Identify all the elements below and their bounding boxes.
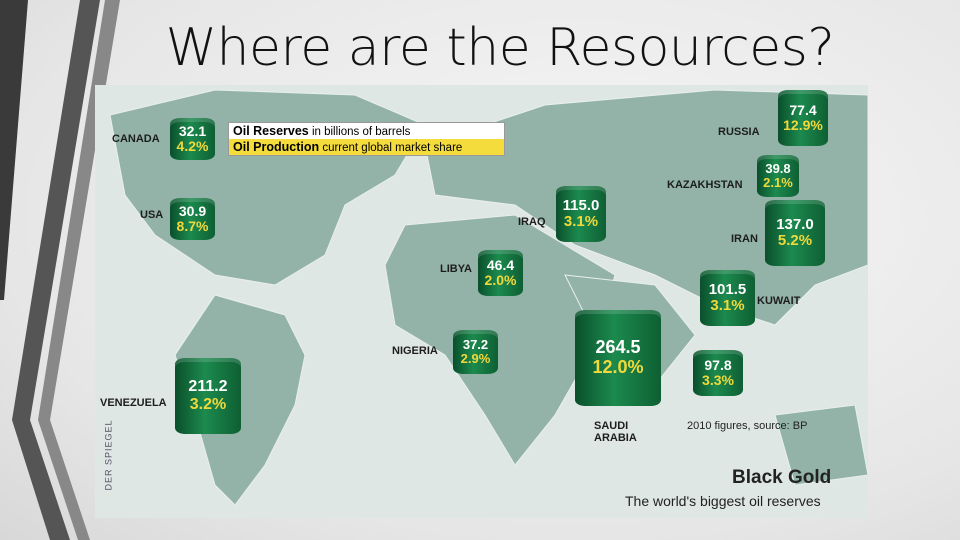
- legend-row: Oil Production current global market sha…: [229, 139, 504, 155]
- legend-note: in billions of barrels: [311, 126, 411, 138]
- reserves: 211.2: [188, 378, 228, 396]
- production: 2.9%: [460, 351, 491, 366]
- land: [384, 214, 616, 466]
- production: 4.2%: [176, 138, 209, 154]
- barrel: 46.4 2.0%: [478, 250, 523, 296]
- barrel: 32.1 4.2%: [170, 118, 215, 160]
- reserves: 77.4: [789, 101, 817, 118]
- country-name: IRAQ: [518, 216, 546, 228]
- land: [424, 89, 868, 326]
- country-name: IRAN: [731, 233, 758, 245]
- country-name: USA: [140, 209, 164, 221]
- reserves: 39.8: [765, 160, 791, 176]
- country-name: VENEZUELA: [100, 397, 167, 409]
- reserves: 37.2: [462, 336, 489, 352]
- reserves: 32.1: [178, 122, 207, 139]
- production: 3.1%: [563, 213, 599, 230]
- slide-title: Where are the Resources?: [165, 18, 835, 78]
- map-subheading: The world's biggest oil reserves: [625, 493, 821, 509]
- barrel: 37.2 2.9%: [453, 330, 498, 374]
- reserves: 137.0: [776, 215, 814, 233]
- barrel: 264.5 12.0%: [575, 310, 661, 406]
- barrel: 39.8 2.1%: [757, 155, 799, 197]
- country-name: KUWAIT: [757, 295, 801, 307]
- reserves: 115.0: [562, 196, 600, 214]
- country-name: NIGERIA: [392, 345, 438, 357]
- credit: DER SPIEGEL: [103, 419, 114, 491]
- legend-note: current global market share: [322, 142, 463, 154]
- country-name: LIBYA: [440, 263, 472, 275]
- production: 3.2%: [189, 396, 227, 413]
- country-name: RUSSIA: [718, 126, 760, 138]
- reserves: 97.8: [704, 356, 732, 373]
- country-name: CANADA: [112, 133, 160, 145]
- production: 2.1%: [763, 175, 793, 190]
- production: 2.0%: [484, 272, 517, 288]
- legend-label: Oil Reserves: [233, 124, 309, 138]
- production: 3.1%: [710, 297, 745, 314]
- reserves: 101.5: [708, 280, 747, 298]
- production: 8.7%: [176, 218, 209, 234]
- production: 12.0%: [592, 357, 644, 377]
- legend-label: Oil Production: [233, 140, 320, 154]
- legend: Oil Reserves in billions of barrels Oil …: [228, 122, 505, 156]
- reserves: 46.4: [486, 256, 515, 273]
- barrel: 97.8 3.3%: [693, 350, 743, 396]
- production: 3.3%: [702, 372, 734, 388]
- reserves: 30.9: [178, 202, 207, 219]
- source: 2010 figures, source: BP: [687, 420, 808, 432]
- land: [774, 404, 868, 486]
- country-name: SAUDI ARABIA: [594, 420, 637, 444]
- map: Oil Reserves in billions of barrels Oil …: [95, 85, 868, 518]
- barrel: 77.4 12.9%: [778, 90, 828, 146]
- land: [109, 89, 426, 286]
- barrel: 137.0 5.2%: [765, 200, 825, 266]
- production: 12.9%: [783, 117, 823, 133]
- country-name: KAZAKHSTAN: [667, 179, 743, 191]
- legend-row: Oil Reserves in billions of barrels: [229, 123, 504, 139]
- reserves: 264.5: [595, 337, 641, 358]
- production: 5.2%: [777, 232, 813, 249]
- map-heading: Black Gold: [732, 467, 832, 488]
- barrel: 115.0 3.1%: [556, 186, 606, 242]
- stripe: [0, 0, 28, 300]
- barrel: 211.2 3.2%: [175, 358, 241, 434]
- barrel: 101.5 3.1%: [700, 270, 755, 326]
- barrel: 30.9 8.7%: [170, 198, 215, 240]
